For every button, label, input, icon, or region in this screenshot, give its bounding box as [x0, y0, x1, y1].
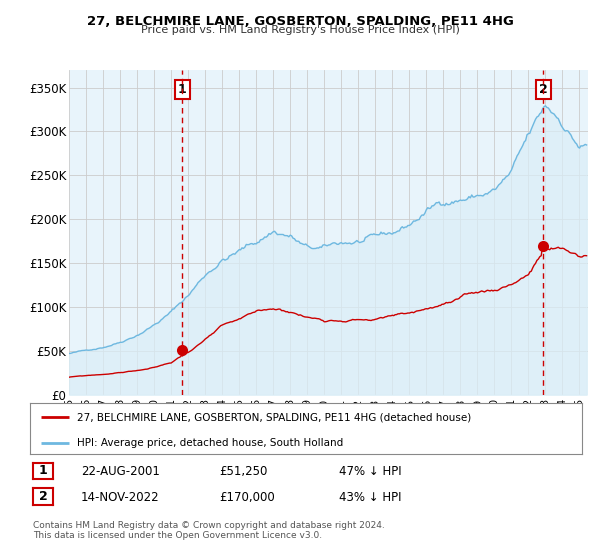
Text: 1: 1: [39, 464, 47, 478]
Text: 27, BELCHMIRE LANE, GOSBERTON, SPALDING, PE11 4HG: 27, BELCHMIRE LANE, GOSBERTON, SPALDING,…: [86, 15, 514, 27]
Text: £51,250: £51,250: [219, 465, 268, 478]
Text: 22-AUG-2001: 22-AUG-2001: [81, 465, 160, 478]
Text: 43% ↓ HPI: 43% ↓ HPI: [339, 491, 401, 504]
Text: Price paid vs. HM Land Registry's House Price Index (HPI): Price paid vs. HM Land Registry's House …: [140, 25, 460, 35]
Text: HPI: Average price, detached house, South Holland: HPI: Average price, detached house, Sout…: [77, 437, 343, 447]
Text: £170,000: £170,000: [219, 491, 275, 504]
Text: 1: 1: [178, 83, 187, 96]
Text: 47% ↓ HPI: 47% ↓ HPI: [339, 465, 401, 478]
Text: 2: 2: [39, 490, 47, 503]
Text: 27, BELCHMIRE LANE, GOSBERTON, SPALDING, PE11 4HG (detached house): 27, BELCHMIRE LANE, GOSBERTON, SPALDING,…: [77, 412, 471, 422]
Text: 2: 2: [539, 83, 548, 96]
Text: Contains HM Land Registry data © Crown copyright and database right 2024.
This d: Contains HM Land Registry data © Crown c…: [33, 521, 385, 540]
Text: 14-NOV-2022: 14-NOV-2022: [81, 491, 160, 504]
